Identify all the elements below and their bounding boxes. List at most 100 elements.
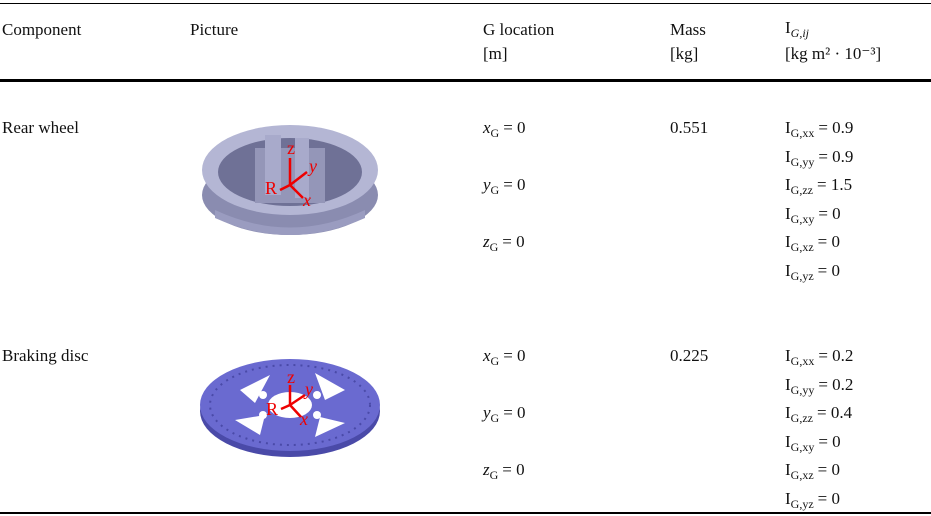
subscript: G,xz [790,240,814,254]
symbol: z [483,232,490,251]
inertia: IG,xx = 0.2 [785,346,854,368]
symbol: I [785,118,791,137]
rear-wheel-picture: z y R x [202,125,378,235]
symbol: I [785,18,791,37]
value: = 0 [503,346,526,365]
value: = 0 [817,260,841,280]
symbol: I [785,488,791,508]
inertia: IG,yy = 0.2 [785,374,854,397]
symbol: I [785,203,791,223]
header-inertia-unit: [kg m² · 10⁻³] [785,44,882,63]
top-rule [0,3,931,4]
axis-label: y [303,379,313,399]
value: = 0.2 [818,374,854,394]
header-picture: Picture [190,20,239,39]
subscript: G,xz [790,468,814,482]
subscript: G [490,411,500,425]
subscript: G,yz [790,496,814,511]
inertia: IG,xy = 0 [785,431,841,454]
header-location-unit: [m] [483,44,508,63]
subscript: G [489,240,499,254]
subscript: G,ij [790,26,810,40]
mass: 0.551 [670,118,709,137]
inertia: IG,xx = 0.9 [785,118,854,140]
subscript: G,xx [790,126,815,140]
axis-label: z [287,367,295,387]
braking-disc-picture: z y R x [200,359,380,457]
inertia: IG,zz = 1.5 [785,175,853,197]
axis-label: y [307,156,317,176]
inertia: IG,yz = 0 [785,488,841,511]
header-mass-unit: [kg] [670,44,699,63]
axis-label: R [265,178,277,198]
symbol: I [785,403,791,422]
symbol: I [785,460,791,479]
component: Braking disc [2,346,89,365]
inertia: IG,xy = 0 [785,203,841,226]
inertia: IG,yz = 0 [785,260,841,283]
symbol: I [785,175,791,194]
axis-label: x [299,409,308,429]
value: = 0.2 [818,346,854,365]
g-location: xG = 0 [483,118,526,140]
symbol: I [785,431,791,451]
value: = 0.9 [818,118,854,137]
subscript: G,zz [790,183,813,197]
header-inertia: IG,ij [785,18,810,40]
value: = 0 [503,403,526,422]
inertia: IG,xz = 0 [785,232,841,254]
subscript: G,xy [790,211,815,226]
symbol: I [785,346,791,365]
symbol: I [785,146,791,166]
subscript: G,yy [790,382,815,397]
symbol: y [483,175,491,194]
symbol: x [483,346,491,365]
axis-label: x [302,190,311,210]
subscript: G [490,354,500,368]
inertia: IG,zz = 0.4 [785,403,853,425]
inertia: IG,yy = 0.9 [785,146,854,169]
symbol: I [785,260,791,280]
g-location: zG = 0 [483,232,525,254]
value: = 0 [817,460,841,479]
value: = 0 [818,203,841,223]
axis-label: z [287,138,295,158]
value: = 0 [818,431,841,451]
symbol: z [483,460,490,479]
header-location: G location [483,20,555,39]
axis-label: R [266,399,278,419]
g-location: xG = 0 [483,346,526,368]
value: = 0.9 [818,146,854,166]
header-rule [0,79,931,82]
value: = 1.5 [817,175,853,194]
subscript: G,zz [790,411,813,425]
g-location: zG = 0 [483,460,525,482]
value: = 0 [503,175,526,194]
subscript: G,yz [790,268,814,283]
subscript: G,xx [790,354,815,368]
subscript: G [490,183,500,197]
symbol: I [785,374,791,394]
subscript: G,yy [790,154,815,169]
header-component: Component [2,20,82,39]
symbol: y [483,403,491,422]
value: = 0 [817,488,841,508]
component: Rear wheel [2,118,79,137]
g-location: yG = 0 [483,403,526,425]
bottom-rule [0,512,931,514]
value: = 0.4 [817,403,853,422]
mass: 0.225 [670,346,709,365]
symbol: x [483,118,491,137]
value: = 0 [503,118,526,137]
subscript: G [489,468,499,482]
subscript: G,xy [790,439,815,454]
header-mass: Mass [670,20,706,39]
inertia: IG,xz = 0 [785,460,841,482]
symbol: I [785,232,791,251]
g-location: yG = 0 [483,175,526,197]
value: = 0 [502,460,525,479]
subscript: G [490,126,500,140]
value: = 0 [817,232,841,251]
value: = 0 [502,232,525,251]
